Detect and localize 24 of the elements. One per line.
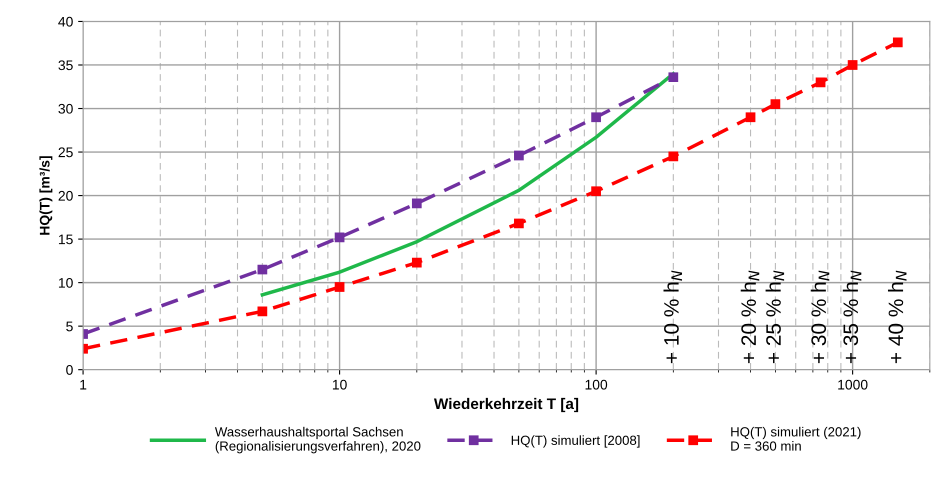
legend-label: HQ(T) simuliert (2021) D = 360 min (731, 426, 861, 451)
x-tick-label: 1000 (838, 380, 868, 390)
y-tick-label: 15 (58, 234, 73, 244)
annotation: + 25 % h$_{N}$ (766, 270, 784, 364)
y-tick-label: 25 (58, 147, 73, 158)
y-tick-label: 20 (58, 190, 73, 201)
x-axis-title: Wiederkehrzeit T [a] (434, 398, 578, 412)
y-tick-label: 30 (58, 104, 73, 114)
y-tick-label: 40 (58, 16, 73, 27)
x-tick-label: 100 (586, 380, 608, 390)
x-tick-label: 10 (332, 380, 347, 390)
y-tick-label: 5 (66, 322, 73, 332)
y-axis-title: HQ(T) [m³/s] (39, 156, 52, 235)
y-tick-label: 0 (66, 365, 73, 375)
y-tick-label: 35 (58, 60, 73, 70)
legend-label: Wasserhaushaltsportal Sachsen (Regionalisierungsverfahren), 2020 (214, 426, 420, 454)
annotation: + 10 % h$_{N}$ (664, 270, 682, 364)
annotation: + 20 % h$_{N}$ (740, 270, 760, 364)
annotation: + 40 % h$_{N}$ (888, 270, 906, 364)
annotation: + 35 % h$_{N}$ (842, 270, 862, 364)
x-tick-label: 1 (80, 380, 86, 390)
annotation: + 30 % h$_{N}$ (810, 270, 830, 364)
y-tick-label: 10 (58, 278, 73, 288)
legend-label: HQ(T) simuliert [2008] (512, 435, 640, 448)
